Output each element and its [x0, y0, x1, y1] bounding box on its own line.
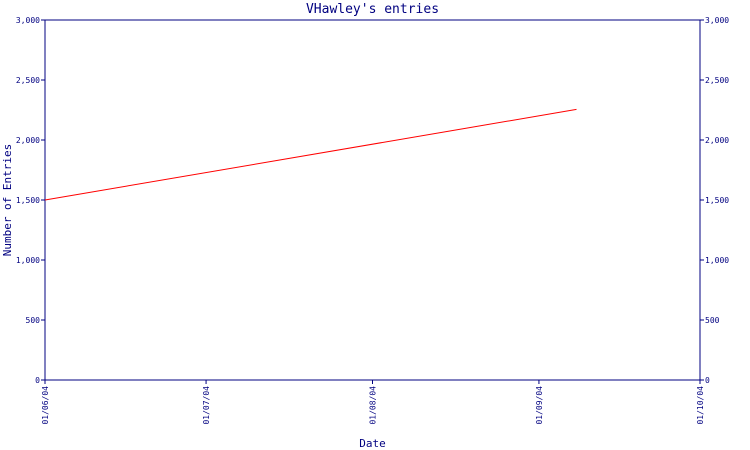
- y-tick-label-left: 1,000: [16, 256, 40, 265]
- y-tick-label-right: 500: [705, 316, 720, 325]
- series-line-0: [44, 108, 577, 201]
- y-tick-label-right: 1,500: [705, 196, 729, 205]
- y-tick-label-left: 1,500: [16, 196, 40, 205]
- x-axis-label: Date: [359, 437, 386, 450]
- y-tick-label-left: 0: [35, 376, 40, 385]
- y-tick-label-right: 3,000: [705, 16, 729, 25]
- y-axis-label: Number of Entries: [1, 144, 14, 257]
- y-tick-label-right: 1,000: [705, 256, 729, 265]
- y-tick-label-right: 2,500: [705, 76, 729, 85]
- x-tick-label: 01/09/04: [535, 386, 544, 425]
- chart-title: VHawley's entries: [306, 2, 439, 17]
- y-tick-label-left: 500: [26, 316, 41, 325]
- x-tick-label: 01/10/04: [696, 386, 705, 425]
- y-tick-label-right: 0: [705, 376, 710, 385]
- plot-frame: [44, 19, 701, 381]
- x-tick-label: 01/08/04: [369, 386, 378, 425]
- y-tick-label-left: 2,000: [16, 136, 40, 145]
- y-tick-label-right: 2,000: [705, 136, 729, 145]
- x-tick-label: 01/07/04: [202, 386, 211, 425]
- x-tick-label: 01/06/04: [41, 386, 50, 425]
- y-tick-label-left: 3,000: [16, 16, 40, 25]
- y-tick-label-left: 2,500: [16, 76, 40, 85]
